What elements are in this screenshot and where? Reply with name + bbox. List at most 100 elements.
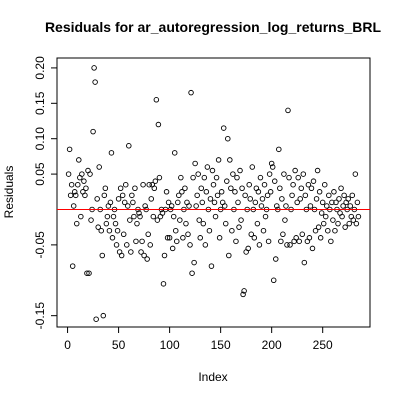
point (122, 181, 129, 188)
point (284, 242, 290, 248)
point (309, 245, 316, 252)
point (247, 196, 253, 202)
point (198, 185, 205, 192)
point (283, 203, 289, 209)
point (229, 227, 235, 234)
point (328, 238, 334, 245)
point (305, 181, 312, 188)
point (262, 213, 269, 220)
point (180, 235, 186, 241)
point (72, 192, 79, 199)
point (208, 263, 215, 269)
point (176, 192, 182, 199)
point (249, 164, 256, 170)
point (96, 164, 102, 170)
point (136, 210, 142, 216)
point (261, 181, 268, 188)
point (306, 235, 313, 241)
point (346, 220, 352, 227)
point (91, 65, 97, 71)
point (233, 238, 239, 245)
point (308, 185, 315, 192)
point (161, 252, 168, 259)
point (251, 235, 258, 241)
point (314, 167, 321, 174)
point (333, 199, 339, 206)
point (335, 220, 341, 227)
y-tick-label: 0.15 (33, 91, 47, 115)
point (210, 181, 217, 188)
point (79, 171, 85, 177)
point (169, 245, 176, 252)
point (318, 210, 325, 216)
point (74, 220, 80, 227)
point (281, 171, 287, 177)
point (171, 150, 178, 156)
point (182, 185, 188, 192)
point (246, 181, 252, 188)
point (212, 213, 219, 220)
y-tick-label: 0.20 (33, 56, 47, 80)
point (94, 196, 100, 202)
point (114, 227, 121, 234)
point (188, 89, 194, 96)
point (148, 196, 155, 202)
point (235, 199, 241, 206)
point (204, 164, 211, 170)
point (319, 199, 326, 206)
point (300, 171, 307, 177)
point (125, 203, 131, 209)
point (338, 185, 344, 192)
point (144, 256, 150, 262)
point (117, 185, 124, 192)
point (95, 224, 101, 230)
point (211, 199, 218, 206)
point (115, 196, 122, 202)
point (71, 189, 78, 195)
point (225, 135, 231, 142)
point (78, 213, 84, 220)
point (112, 220, 119, 227)
point (101, 192, 108, 199)
point (183, 220, 189, 227)
point (126, 143, 132, 149)
point (163, 189, 170, 195)
x-tick-label: 0 (64, 338, 71, 352)
point (145, 231, 151, 238)
point (241, 288, 247, 294)
point (242, 192, 248, 199)
point (353, 220, 360, 227)
point (69, 263, 76, 269)
point (279, 196, 285, 202)
point (278, 238, 284, 245)
point (107, 199, 114, 206)
point (248, 231, 255, 238)
point (239, 185, 245, 192)
point (320, 220, 327, 227)
point (292, 167, 298, 174)
point (267, 189, 274, 195)
point (108, 150, 115, 156)
point (127, 217, 133, 223)
point (100, 312, 107, 319)
point (134, 220, 140, 227)
point (190, 174, 196, 181)
point (355, 213, 362, 220)
point (166, 235, 173, 241)
point (264, 192, 271, 199)
point (67, 192, 74, 199)
point (194, 192, 200, 199)
point (294, 199, 300, 206)
point (341, 192, 347, 199)
point (187, 242, 193, 248)
point (220, 125, 227, 131)
chart-title: Residuals for ar_autoregression_log_retu… (45, 19, 382, 35)
point (68, 181, 75, 188)
point (280, 231, 286, 238)
point (232, 189, 238, 195)
point (76, 157, 82, 163)
point (240, 291, 246, 298)
point (238, 217, 244, 223)
point (295, 174, 301, 181)
point (165, 199, 172, 206)
